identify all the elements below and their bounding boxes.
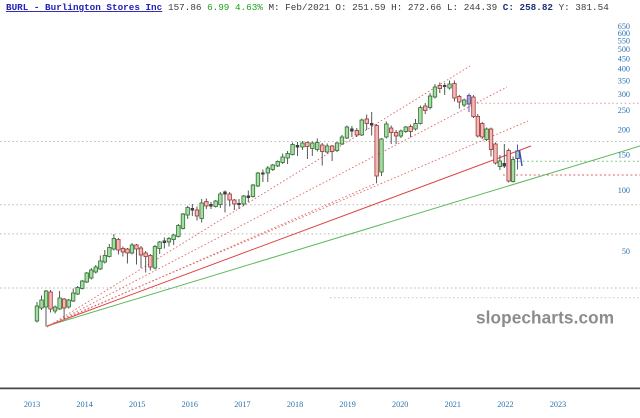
svg-text:2023: 2023: [550, 400, 566, 409]
svg-text:150: 150: [618, 151, 630, 160]
svg-text:2013: 2013: [24, 400, 40, 409]
svg-text:350: 350: [618, 76, 630, 85]
svg-text:2020: 2020: [392, 400, 408, 409]
svg-text:650: 650: [618, 22, 630, 31]
svg-text:500: 500: [618, 45, 630, 54]
svg-text:450: 450: [618, 54, 630, 63]
svg-text:2016: 2016: [182, 400, 198, 409]
svg-text:2015: 2015: [129, 400, 145, 409]
svg-text:2017: 2017: [234, 400, 250, 409]
svg-text:550: 550: [618, 37, 630, 46]
svg-text:200: 200: [618, 125, 630, 134]
svg-text:2022: 2022: [497, 400, 513, 409]
svg-text:BURL - Burlington Stores Inc: BURL - Burlington Stores Inc: [6, 2, 163, 13]
svg-text:slopecharts.com: slopecharts.com: [476, 308, 614, 328]
svg-text:600: 600: [618, 29, 630, 38]
svg-text:157.86 6.99 4.63% M: Feb/2021: 157.86 6.99 4.63% M: Feb/2021 O: 251.59 …: [168, 2, 609, 13]
svg-text:2014: 2014: [76, 400, 92, 409]
svg-text:2021: 2021: [445, 400, 461, 409]
svg-text:100: 100: [618, 186, 630, 195]
svg-text:2018: 2018: [287, 400, 303, 409]
svg-text:250: 250: [618, 106, 630, 115]
svg-text:300: 300: [618, 90, 630, 99]
svg-text:400: 400: [618, 65, 630, 74]
svg-text:50: 50: [622, 247, 630, 256]
svg-text:2019: 2019: [339, 400, 355, 409]
